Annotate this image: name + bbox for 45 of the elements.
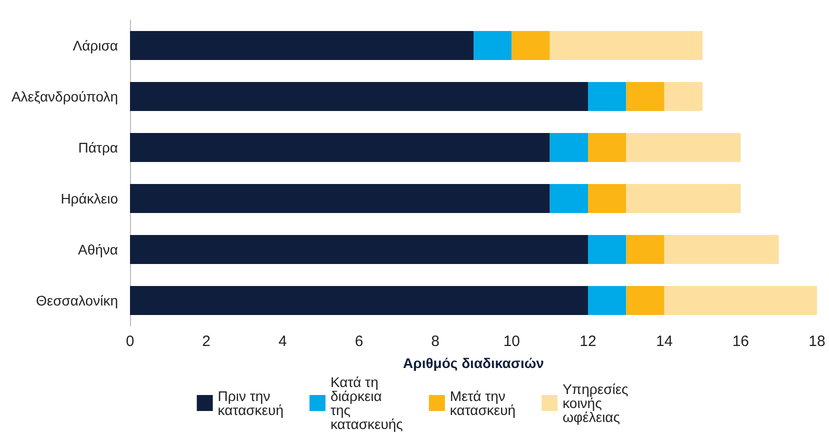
legend-label: Κατά τη διάρκεια της κατασκευής	[330, 374, 404, 432]
legend-label: Πριν την κατασκευή	[218, 388, 284, 418]
bar	[550, 31, 702, 60]
x-tick-label: 18	[808, 333, 826, 350]
bar	[664, 235, 779, 264]
bar	[130, 82, 588, 111]
x-tick-label: 10	[503, 333, 520, 350]
x-tick-label: 6	[354, 333, 364, 350]
x-axis-title: Αριθμός διαδικασιών	[403, 355, 544, 371]
bar	[130, 184, 550, 213]
x-tick-label: 8	[431, 333, 440, 350]
bar	[664, 82, 702, 111]
x-tick-label: 0	[126, 333, 134, 350]
bar	[550, 184, 588, 213]
bar	[130, 133, 550, 162]
bar	[626, 82, 664, 111]
legend-label: Μετά την κατασκευή	[450, 388, 516, 418]
bar	[664, 286, 817, 315]
y-tick-label: Ηράκλειο	[60, 190, 118, 206]
y-tick-label: Λάρισα	[72, 38, 118, 54]
y-tick-label: Πάτρα	[78, 140, 118, 156]
bar	[130, 286, 588, 315]
bar	[588, 286, 626, 315]
bar	[626, 235, 664, 264]
y-tick-label: Θεσσαλονίκη	[36, 292, 118, 308]
bar	[626, 286, 664, 315]
bar	[588, 82, 626, 111]
bar	[626, 133, 741, 162]
bar	[512, 31, 550, 60]
x-tick-label: 4	[278, 333, 287, 350]
bar	[550, 133, 588, 162]
bar	[474, 31, 512, 60]
x-tick-label: 14	[656, 333, 673, 350]
x-tick-label: 2	[202, 333, 211, 350]
x-tick-label: 12	[580, 333, 596, 350]
bar	[588, 235, 626, 264]
x-tick-label: 16	[732, 333, 750, 350]
bar	[626, 184, 741, 213]
bar	[588, 133, 626, 162]
bar	[130, 31, 474, 60]
bar	[130, 235, 588, 264]
legend-label: Υπηρεσίες κοινής ωφέλειας	[562, 381, 632, 425]
y-tick-label: Αθήνα	[78, 242, 118, 258]
bar	[588, 184, 626, 213]
y-tick-label: Αλεξανδρούπολη	[11, 88, 118, 104]
